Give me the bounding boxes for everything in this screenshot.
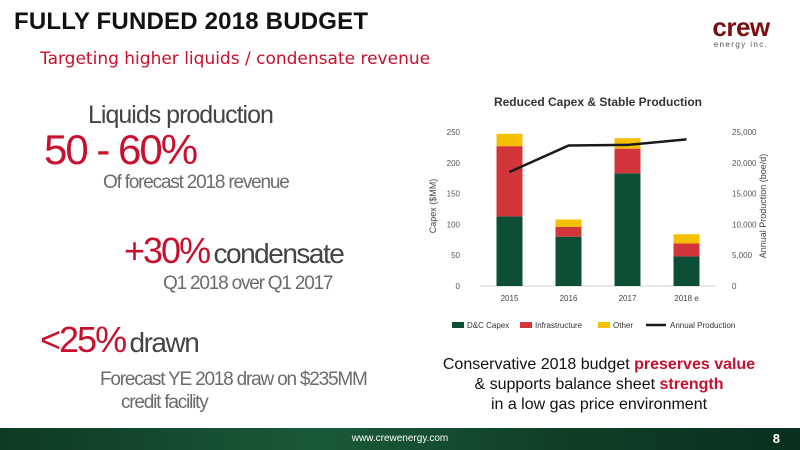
y-tick-label: 100 xyxy=(447,220,461,229)
bar-segment-d-c-capex xyxy=(555,236,582,286)
bar-segment-infrastructure xyxy=(496,146,523,217)
liquids-value: 50 - 60% xyxy=(44,126,198,173)
production-line xyxy=(508,138,687,174)
condensate-label: condensate xyxy=(213,238,345,269)
y-tick-label: 150 xyxy=(447,190,461,199)
y2-tick-label: 0 xyxy=(732,282,737,291)
legend-swatch xyxy=(520,322,532,328)
note-line1-highlight: preserves value xyxy=(634,356,756,373)
note-line1-text: Conservative 2018 budget xyxy=(442,356,635,373)
bar-segment-d-c-capex xyxy=(614,173,641,286)
legend-label: Infrastructure xyxy=(535,321,583,330)
footer-bar: www.crewenergy.com 8 xyxy=(0,428,800,450)
company-logo: crew energy inc. xyxy=(700,12,782,52)
condensate-kpi: +30% condensate xyxy=(124,230,345,272)
x-tick-label: 2016 xyxy=(560,294,578,303)
page-number: 8 xyxy=(772,431,780,446)
footer-url[interactable]: www.crewenergy.com xyxy=(351,433,449,444)
note-line3: in a low gas price environment xyxy=(490,396,708,413)
y2-tick-label: 25,000 xyxy=(732,128,757,137)
chart-legend: D&C Capex Infrastructure Other Annual Produ… xyxy=(452,321,735,330)
note-line2-highlight: strength xyxy=(659,376,724,393)
drawn-caption-1: Forecast YE 2018 draw on $235MM xyxy=(100,369,368,390)
y-tick-label: 50 xyxy=(451,251,460,260)
condensate-value: +30% xyxy=(124,230,211,271)
bar-segment-other xyxy=(496,133,523,147)
legend-label: Other xyxy=(613,321,633,330)
y-tick-label: 200 xyxy=(447,159,461,168)
bar-segment-infrastructure xyxy=(555,226,582,237)
legend-swatch xyxy=(598,322,610,328)
bar-segment-d-c-capex xyxy=(496,216,523,286)
chart-title: Reduced Capex & Stable Production xyxy=(494,95,702,109)
logo-wordmark: crew xyxy=(712,12,770,42)
y-tick-label: 250 xyxy=(447,128,461,137)
bar-segment-other xyxy=(555,219,582,227)
condensate-caption: Q1 2018 over Q1 2017 xyxy=(163,273,334,294)
legend-swatch xyxy=(452,322,464,328)
y2-axis-label: Annual Production (boe/d) xyxy=(758,154,768,259)
capex-production-chart: Reduced Capex & Stable Production Capex … xyxy=(428,95,768,330)
liquids-label: Liquids production xyxy=(88,101,274,129)
drawn-label: drawn xyxy=(129,327,200,358)
bar-segment-other xyxy=(614,138,641,149)
bar-segment-infrastructure xyxy=(673,243,700,257)
slide-subtitle: Targeting higher liquids / condensate re… xyxy=(40,49,431,69)
logo-tagline: energy inc. xyxy=(713,40,769,49)
y2-tick-label: 10,000 xyxy=(732,220,757,229)
x-tick-label: 2017 xyxy=(619,294,637,303)
drawn-kpi: <25% drawn xyxy=(40,319,200,361)
x-tick-label: 2018 e xyxy=(674,294,699,303)
bar-segment-d-c-capex xyxy=(673,256,700,286)
y2-tick-label: 15,000 xyxy=(732,190,757,199)
slide-title: FULLY FUNDED 2018 BUDGET xyxy=(14,8,369,35)
y2-tick-label: 5,000 xyxy=(732,251,753,260)
bar-segment-other xyxy=(673,234,700,244)
plot-area: 0 50 100 150 200 250 0 5,000 10,000 15,000 20,000 2… xyxy=(447,128,757,303)
budget-note: Conservative 2018 budget preserves value… xyxy=(414,355,784,415)
drawn-caption-2: credit facility xyxy=(121,392,209,413)
liquids-caption: Of forecast 2018 revenue xyxy=(103,172,290,193)
bar-segment-infrastructure xyxy=(614,148,641,174)
legend-label: D&C Capex xyxy=(467,321,509,330)
legend-label: Annual Production xyxy=(670,321,735,330)
drawn-value: <25% xyxy=(40,319,127,360)
x-tick-label: 2015 xyxy=(501,294,519,303)
y-axis-label: Capex ($MM) xyxy=(428,179,438,234)
y-tick-label: 0 xyxy=(456,282,461,291)
note-line2-text: & supports balance sheet xyxy=(474,376,660,393)
y2-tick-label: 20,000 xyxy=(732,159,757,168)
